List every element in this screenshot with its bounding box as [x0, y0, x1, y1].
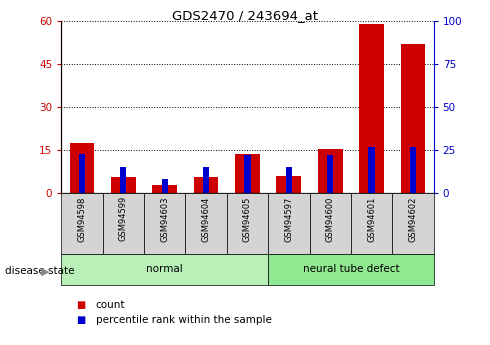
Text: GSM94598: GSM94598	[77, 196, 86, 241]
Bar	[400, 44, 425, 193]
Bar	[185, 193, 227, 254]
Bar	[276, 176, 301, 193]
Bar	[351, 193, 392, 254]
Bar	[318, 149, 343, 193]
Text: GSM94602: GSM94602	[409, 196, 417, 241]
Bar	[268, 193, 310, 254]
Bar	[61, 254, 268, 285]
Bar	[61, 193, 102, 254]
Text: GDS2470 / 243694_at: GDS2470 / 243694_at	[172, 9, 318, 22]
Bar	[70, 143, 95, 193]
Bar	[152, 185, 177, 193]
Bar	[235, 155, 260, 193]
Bar	[120, 167, 126, 193]
Text: GSM94605: GSM94605	[243, 196, 252, 241]
Bar	[359, 23, 384, 193]
Text: ▶: ▶	[41, 267, 49, 276]
Bar	[327, 155, 333, 193]
Bar	[203, 167, 209, 193]
Text: neural tube defect: neural tube defect	[303, 264, 399, 274]
Bar	[162, 179, 168, 193]
Text: GSM94604: GSM94604	[201, 196, 211, 241]
Text: count: count	[96, 300, 125, 310]
Bar	[194, 177, 219, 193]
Text: ■: ■	[76, 300, 85, 310]
Bar	[268, 254, 434, 285]
Bar	[392, 193, 434, 254]
Bar	[111, 177, 136, 193]
Bar	[410, 147, 416, 193]
Bar	[227, 193, 268, 254]
Bar	[245, 155, 250, 193]
Text: ■: ■	[76, 315, 85, 325]
Text: percentile rank within the sample: percentile rank within the sample	[96, 315, 271, 325]
Bar	[368, 147, 375, 193]
Bar	[310, 193, 351, 254]
Text: GSM94600: GSM94600	[326, 196, 335, 241]
Text: normal: normal	[147, 264, 183, 274]
Text: GSM94599: GSM94599	[119, 196, 128, 241]
Text: GSM94597: GSM94597	[284, 196, 294, 241]
Bar	[79, 154, 85, 193]
Bar	[102, 193, 144, 254]
Text: disease state: disease state	[5, 266, 74, 276]
Text: GSM94603: GSM94603	[160, 196, 169, 242]
Bar	[286, 167, 292, 193]
Bar	[144, 193, 185, 254]
Text: GSM94601: GSM94601	[367, 196, 376, 241]
